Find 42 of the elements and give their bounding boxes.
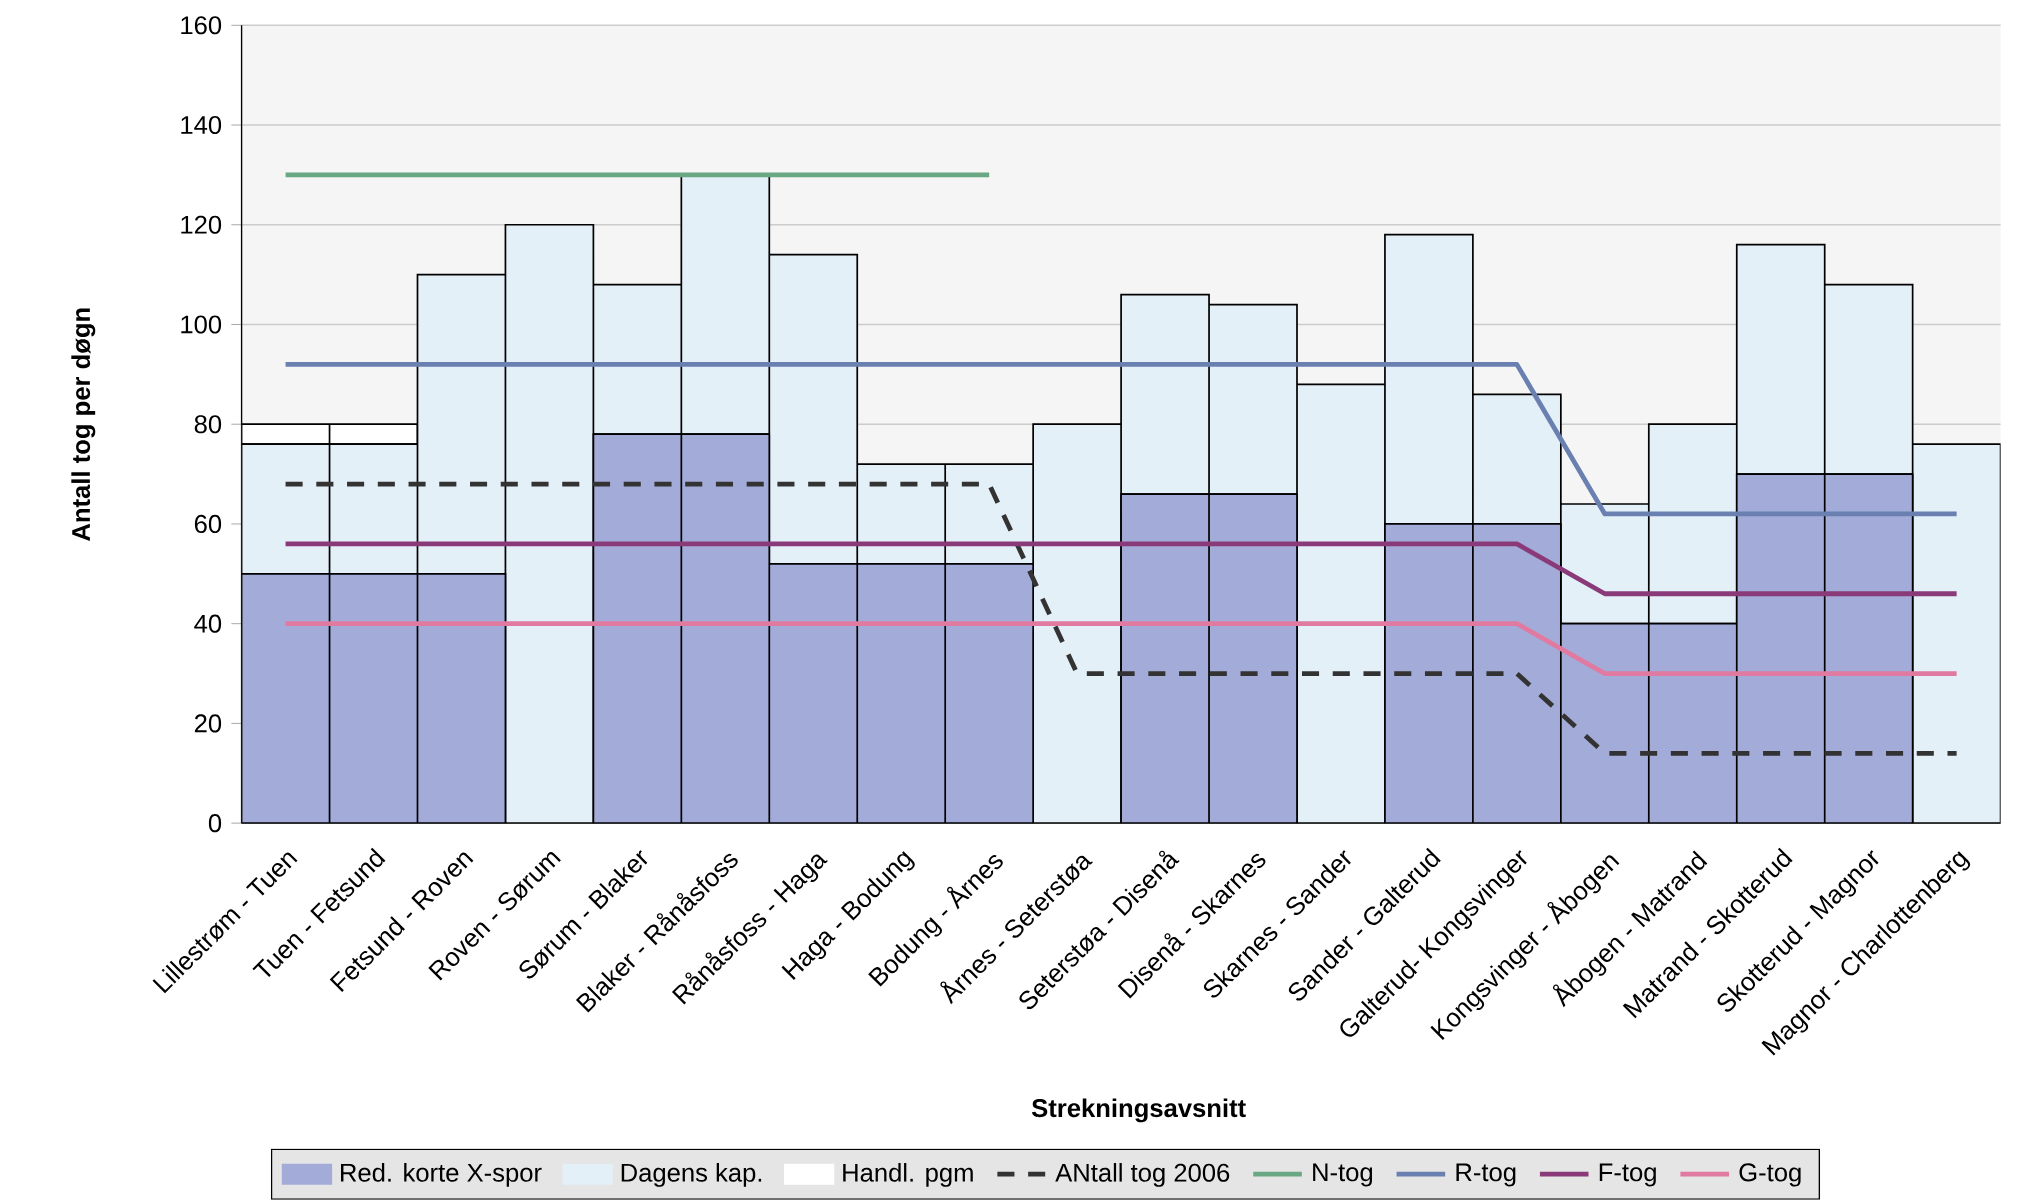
y-tick-label: 0 [208, 814, 222, 833]
bar [1648, 623, 1737, 824]
legend-label: Dagens kap. [621, 1163, 762, 1187]
bar [945, 563, 1034, 824]
bar [857, 563, 946, 824]
x-axis-title: Strekningsavsnitt [1031, 1098, 1246, 1123]
bar [1736, 474, 1825, 824]
bar [1472, 524, 1561, 824]
legend-label: N-tog [1313, 1163, 1373, 1187]
y-tick-label: 160 [181, 16, 222, 35]
y-tick-label: 100 [181, 315, 222, 334]
bar [769, 563, 858, 824]
y-tick-label: 120 [181, 215, 222, 234]
bar [1647, 423, 1738, 625]
bar [1033, 424, 1122, 824]
y-tick-label: 20 [194, 714, 222, 733]
bar [1208, 303, 1298, 496]
bar [1384, 233, 1474, 525]
y-tick-label: 80 [194, 415, 222, 434]
bar [1735, 243, 1826, 476]
legend-label: R-tog [1456, 1163, 1516, 1187]
legend-label: Red. korte X-spor [341, 1163, 542, 1187]
y-tick-label: 140 [181, 116, 222, 135]
bar [1209, 494, 1297, 824]
y-tick-label: 60 [194, 515, 222, 534]
bar [1823, 473, 1914, 824]
y-axis-title: Antall tog per døgn [71, 308, 96, 542]
bar [1121, 494, 1210, 824]
bar [1384, 524, 1473, 824]
bar [681, 434, 770, 824]
bar [593, 434, 682, 824]
bar [680, 174, 771, 436]
bar [768, 253, 859, 565]
bar [1559, 503, 1650, 625]
bar [1560, 623, 1649, 824]
legend-label: Handl. pgm [843, 1163, 973, 1187]
bar [1472, 393, 1562, 525]
legend-label: F-tog [1599, 1163, 1656, 1187]
legend-label: G-tog [1739, 1163, 1801, 1187]
legend-label: ANtall tog 2006 [1055, 1163, 1230, 1187]
y-tick-label: 40 [194, 614, 222, 633]
bar [1120, 293, 1210, 496]
